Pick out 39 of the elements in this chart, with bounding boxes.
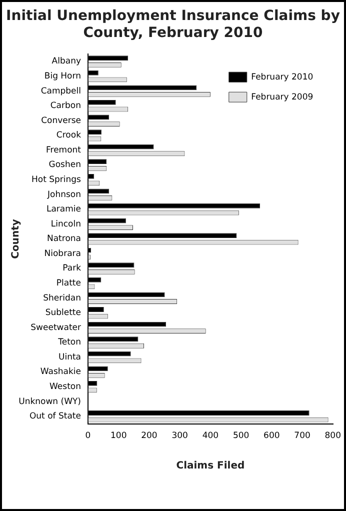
y-tick-label: Platte xyxy=(56,278,81,289)
y-tick-label: Big Horn xyxy=(44,71,81,82)
x-tick-label: 800 xyxy=(324,431,342,442)
y-tick-label: Weston xyxy=(50,382,81,392)
y-tick-label: Washakie xyxy=(40,367,81,378)
x-tick-label: 500 xyxy=(232,431,250,442)
x-tick-label: 700 xyxy=(294,431,310,442)
y-tick-label: Sheridan xyxy=(43,293,81,304)
y-tick-label: Niobrara xyxy=(44,248,81,259)
y-tick-label: Carbon xyxy=(50,101,81,112)
y-tick-label: Uinta xyxy=(58,352,81,362)
y-tick-label: Natrona xyxy=(46,234,81,244)
y-tick-label: Albany xyxy=(52,56,81,67)
y-tick-label: Park xyxy=(62,264,82,274)
legend-label: February 2010 xyxy=(251,72,314,82)
y-tick-label: Converse xyxy=(41,116,81,126)
y-tick-label: Johnson xyxy=(46,190,81,200)
y-tick-label: Teton xyxy=(57,338,81,348)
y-tick-label: Goshen xyxy=(48,160,81,170)
y-tick-label: Out of State xyxy=(29,412,81,422)
y-tick-label: Lincoln xyxy=(50,219,81,230)
x-tick-label: 600 xyxy=(264,431,280,442)
y-tick-label: Sweetwater xyxy=(30,322,82,333)
x-tick-label: 200 xyxy=(141,431,158,442)
y-axis-title: County xyxy=(10,218,22,259)
y-tick-label: Unknown (WY) xyxy=(18,396,81,407)
legend-label: February 2009 xyxy=(251,92,314,102)
y-tick-label: Crook xyxy=(56,130,82,141)
x-tick-label: 300 xyxy=(172,431,188,442)
x-axis-title: Claims Filed xyxy=(176,460,245,472)
y-tick-label: Hot Springs xyxy=(32,175,82,185)
y-tick-label: Fremont xyxy=(46,145,82,156)
y-tick-label: Laramie xyxy=(46,204,81,215)
x-tick-label: 100 xyxy=(110,431,127,442)
chart-title: Initial Unemployment Insurance Claims by County, February 2010 xyxy=(5,8,341,42)
y-tick-label: Campbell xyxy=(40,86,81,96)
x-tick-label: 0 xyxy=(85,431,91,442)
y-tick-label: Sublette xyxy=(45,308,81,318)
x-tick-label: 400 xyxy=(202,431,219,442)
